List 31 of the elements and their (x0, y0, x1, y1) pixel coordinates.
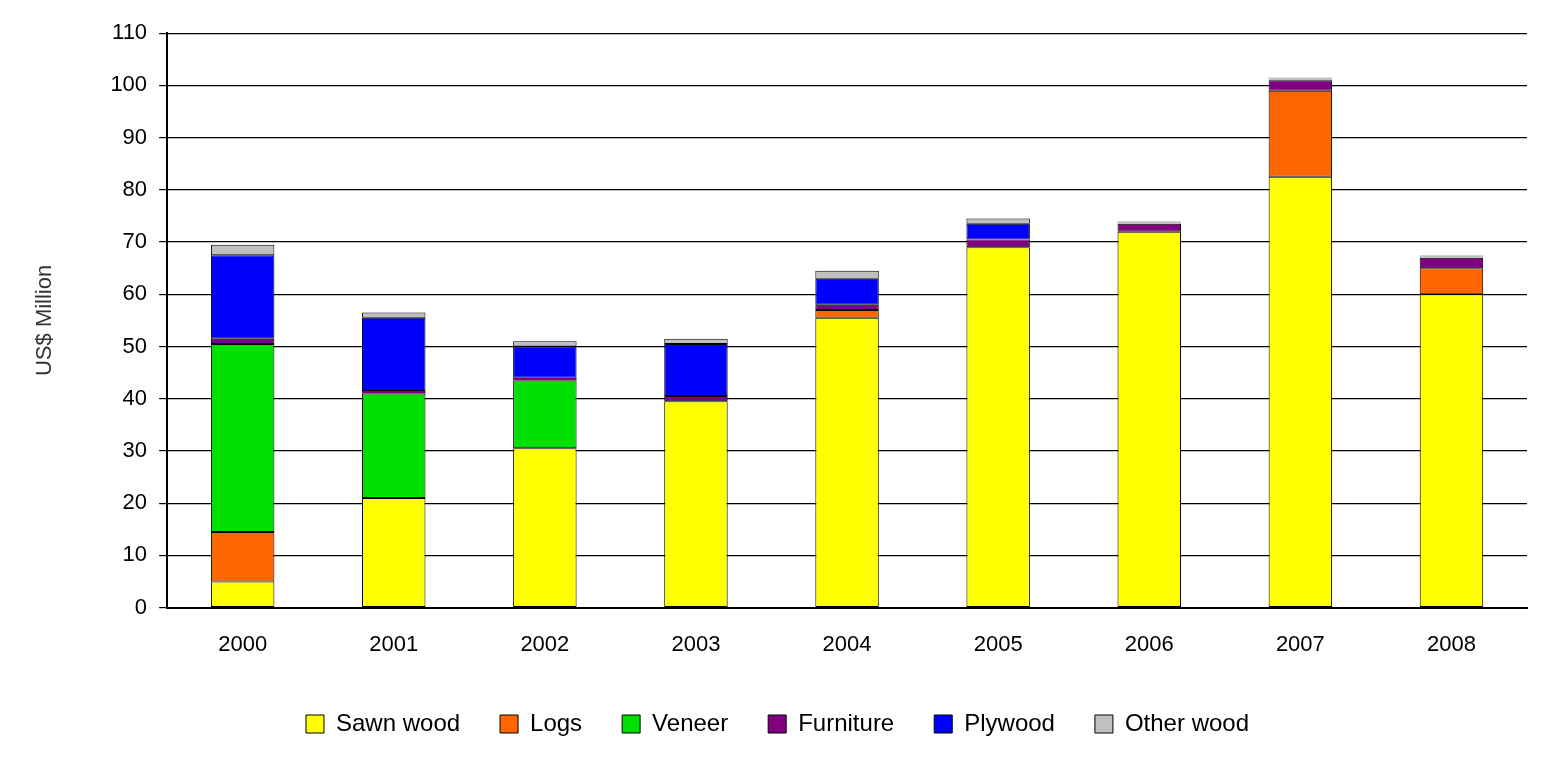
y-tick-label: 110 (112, 19, 148, 45)
x-tick-label: 2002 (520, 630, 570, 656)
x-tick-label: 2000 (218, 630, 268, 656)
y-axis-title: US$ Million (31, 264, 57, 377)
bar (362, 390, 426, 394)
legend-label: Logs (530, 708, 583, 736)
y-tick-label: 30 (122, 437, 148, 463)
legend-label: Plywood (964, 708, 1055, 736)
x-tick-label: 2007 (1275, 630, 1325, 656)
x-tick-label: 2003 (671, 630, 721, 656)
x-tick-label: 2001 (369, 630, 419, 656)
bar (1117, 221, 1181, 224)
x-tick-label: 2006 (1124, 630, 1174, 656)
y-tick-label: 40 (122, 384, 148, 410)
y-tick-label: 50 (122, 332, 148, 358)
y-tick-label: 80 (122, 175, 148, 201)
x-tick-label: 2005 (973, 630, 1023, 656)
legend-label: Other wood (1124, 708, 1250, 736)
legend-label: Furniture (798, 708, 895, 736)
y-tick-label: 20 (122, 489, 148, 515)
bar (1419, 255, 1484, 258)
y-tick-label: 10 (122, 541, 148, 567)
x-tick-label: 2008 (1426, 630, 1476, 656)
y-tick-label: 90 (122, 123, 148, 149)
legend-label: Veneer (652, 708, 729, 736)
y-tick-label: 60 (122, 280, 148, 306)
x-tick-label: 2004 (822, 630, 872, 656)
y-tick-label: 70 (122, 228, 148, 254)
legend-label: Sawn wood (336, 708, 461, 736)
y-tick-label: 0 (134, 593, 148, 619)
y-tick-label: 100 (110, 71, 148, 97)
